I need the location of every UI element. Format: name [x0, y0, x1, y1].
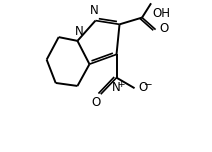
Text: OH: OH [153, 7, 171, 20]
Text: N: N [111, 81, 120, 94]
Text: N: N [75, 25, 84, 38]
Text: N: N [90, 4, 98, 17]
Text: −: − [144, 81, 153, 90]
Text: +: + [117, 80, 125, 89]
Text: O: O [159, 22, 169, 35]
Text: O: O [92, 97, 101, 109]
Text: O: O [138, 81, 148, 94]
